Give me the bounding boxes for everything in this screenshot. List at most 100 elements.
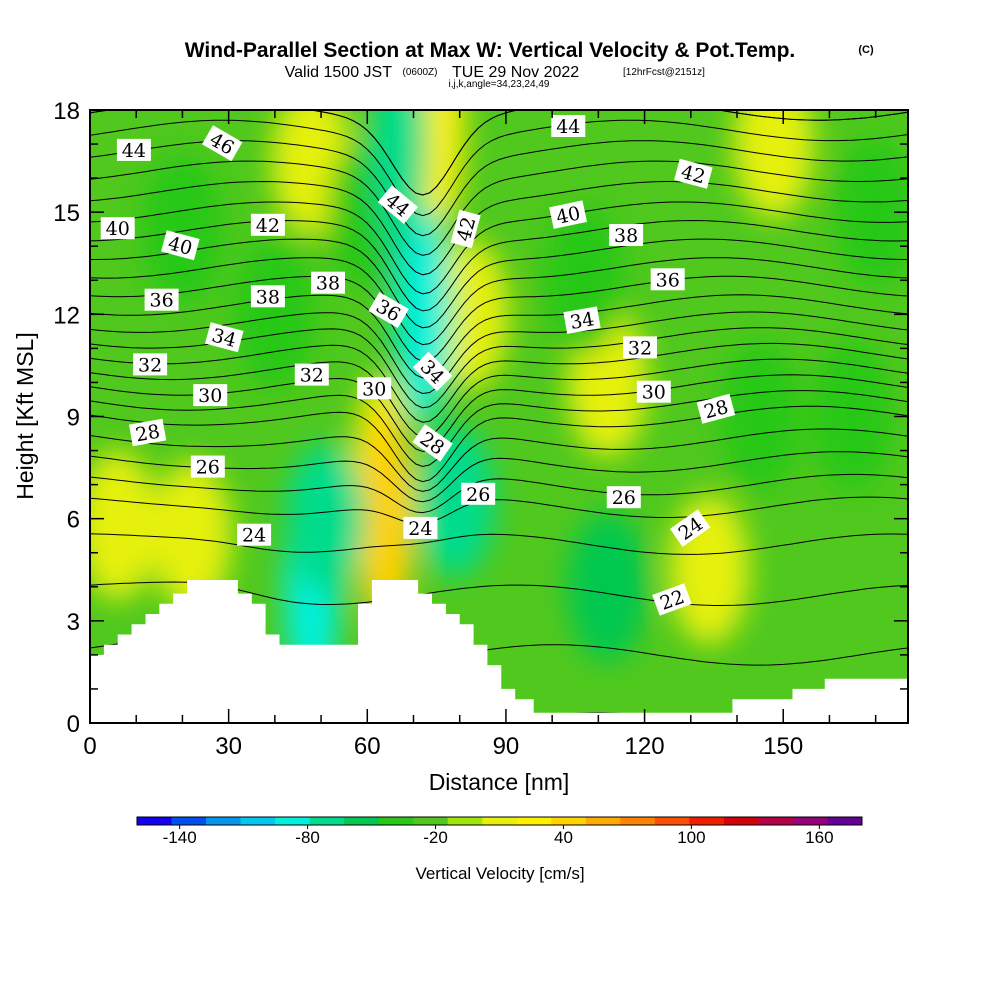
theta-contour-28 xyxy=(90,428,908,492)
contour-label-box xyxy=(294,363,329,386)
x-axis: 0 30 60 90 120 150 xyxy=(83,110,877,760)
contour-label-text: 24 xyxy=(242,525,266,547)
contour-label: 28 xyxy=(128,418,167,447)
colorbar-ticks: -140 -80 -20 40 100 160 xyxy=(163,825,834,847)
contour-label: 38 xyxy=(609,224,644,247)
contour-label-box xyxy=(201,125,243,162)
colorbar-swatch xyxy=(723,817,759,825)
colorbar-swatch xyxy=(171,817,207,825)
contour-label-box xyxy=(669,509,711,547)
colorbar-swatch xyxy=(620,817,656,825)
colorbar xyxy=(136,816,863,826)
y-tick-label: 18 xyxy=(53,98,80,125)
contour-label-text: 44 xyxy=(122,140,146,162)
colorbar-swatch xyxy=(654,817,690,825)
contour-label: 26 xyxy=(606,486,641,509)
contour-label-text: 32 xyxy=(628,337,652,359)
vertical-velocity-field xyxy=(90,110,908,697)
valid-date: TUE 29 Nov 2022 xyxy=(452,64,579,81)
contour-label: 30 xyxy=(357,377,392,400)
contour-label-box xyxy=(674,158,713,189)
contour-label-text: 30 xyxy=(642,382,666,404)
y-tick-label: 0 xyxy=(67,711,80,738)
contour-label-text: 24 xyxy=(408,518,432,540)
colorbar-tick-label: -20 xyxy=(423,828,448,847)
contour-label-box xyxy=(311,271,345,294)
colorbar-swatch xyxy=(827,817,863,825)
velocity-cell-4 xyxy=(357,408,414,629)
colorbar-swatch xyxy=(137,817,172,825)
contour-label-box xyxy=(161,230,200,261)
contour-label-box xyxy=(551,115,586,137)
chart-title-mark: (C) xyxy=(858,44,874,56)
contour-label-text: 32 xyxy=(138,354,162,376)
theta-contour-29 xyxy=(90,405,908,483)
contour-label-box xyxy=(636,380,671,403)
theta-contour-36 xyxy=(90,294,908,379)
colorbar-swatch xyxy=(758,817,794,825)
velocity-cell-16 xyxy=(835,137,908,288)
contour-label: 38 xyxy=(311,271,345,295)
colorbar-tick-label: 40 xyxy=(554,828,573,847)
theta-contour-40 xyxy=(90,219,908,312)
contour-label-box xyxy=(606,486,641,509)
contour-label-box xyxy=(357,377,392,400)
x-tick-label: 150 xyxy=(763,733,803,760)
contour-label: 40 xyxy=(549,200,588,229)
contour-label-box xyxy=(377,185,419,224)
theta-contour-43 xyxy=(90,160,908,256)
theta-contour-41 xyxy=(90,201,908,295)
contour-label: 40 xyxy=(100,217,135,240)
colorbar-frame xyxy=(136,816,863,826)
contour-label-box xyxy=(133,353,168,376)
contour-label-box xyxy=(100,217,135,240)
colorbar-swatch xyxy=(240,817,276,825)
colorbar-tick-label: -80 xyxy=(295,828,320,847)
contour-label-text: 26 xyxy=(612,487,636,509)
contour-label-text: 42 xyxy=(256,215,280,237)
contour-label: 42 xyxy=(450,209,481,249)
x-tick-label: 0 xyxy=(83,733,96,760)
velocity-cell-1 xyxy=(151,460,232,611)
colorbar-swatch xyxy=(378,817,414,825)
contour-label: 34 xyxy=(563,306,601,334)
theta-contour-24 xyxy=(90,533,908,555)
contour-label-text: 30 xyxy=(198,385,222,407)
colorbar-tick-label: 100 xyxy=(677,828,705,847)
y-tick-label: 9 xyxy=(67,405,80,432)
contour-label-box xyxy=(403,516,438,539)
contour-label-text: 32 xyxy=(300,365,324,387)
theta-contour-35 xyxy=(90,311,908,395)
contour-label-box xyxy=(190,455,225,478)
contour-label-text: 30 xyxy=(362,378,386,400)
contour-label-box xyxy=(549,200,588,229)
contour-label-box xyxy=(128,418,167,447)
contour-label: 44 xyxy=(551,115,586,138)
contour-label-box xyxy=(250,285,285,308)
contour-label-box xyxy=(237,523,272,546)
contour-label-text: 26 xyxy=(466,484,490,506)
colorbar-swatch xyxy=(309,817,345,825)
contour-label-text: 40 xyxy=(554,202,582,229)
theta-contour-42 xyxy=(90,180,908,276)
theta-contour-32 xyxy=(90,358,908,438)
theta-contour-39 xyxy=(90,238,908,329)
y-tick-label: 15 xyxy=(53,200,80,227)
contour-label-box xyxy=(193,384,228,407)
contour-label-text: 36 xyxy=(656,269,680,291)
contour-label-box xyxy=(450,209,481,249)
colorbar-swatch xyxy=(447,817,483,825)
contour-label: 26 xyxy=(461,482,496,506)
contour-label-box xyxy=(144,288,179,311)
contour-label-box xyxy=(461,482,496,505)
velocity-cell-14 xyxy=(567,511,648,662)
contour-label-box xyxy=(116,138,151,161)
contour-label: 36 xyxy=(650,268,685,291)
valid-utc: (0600Z) xyxy=(402,67,437,78)
colorbar-swatch xyxy=(516,817,552,825)
contour-label-text: 38 xyxy=(614,225,638,247)
x-tick-label: 90 xyxy=(493,733,520,760)
